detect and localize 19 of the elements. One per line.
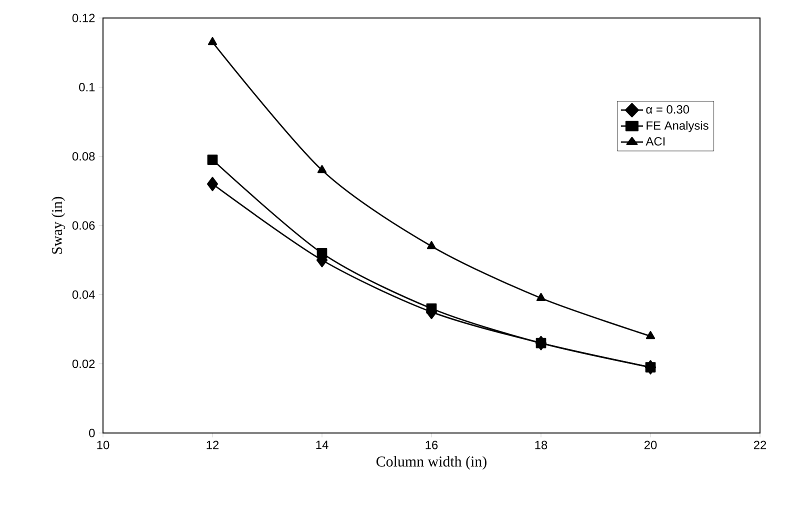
x-tick-label: 18 (535, 440, 548, 450)
legend-label: α = 0.30 (646, 105, 690, 114)
x-tick-label: 22 (754, 440, 766, 450)
y-tick-label: 0.1 (79, 82, 95, 92)
y-axis-title: Sway (in) (52, 196, 66, 254)
legend-label: ACI (646, 137, 665, 146)
x-tick-label: 10 (97, 440, 110, 450)
x-tick-label: 16 (426, 440, 438, 450)
x-tick-label: 14 (316, 440, 328, 449)
y-tick-label: 0.06 (72, 221, 95, 230)
legend-label: FE Analysis (646, 121, 708, 132)
y-tick-label: 0.04 (72, 290, 95, 299)
y-tick-label: 0.08 (72, 152, 95, 161)
y-tick-label: 0.12 (72, 14, 95, 22)
x-axis-title: Column width (in) (376, 456, 486, 470)
x-tick-label: 20 (644, 440, 657, 450)
y-tick-label: 0.02 (72, 360, 95, 368)
y-tick-label: 0 (89, 428, 95, 438)
x-tick-label: 12 (206, 440, 219, 450)
